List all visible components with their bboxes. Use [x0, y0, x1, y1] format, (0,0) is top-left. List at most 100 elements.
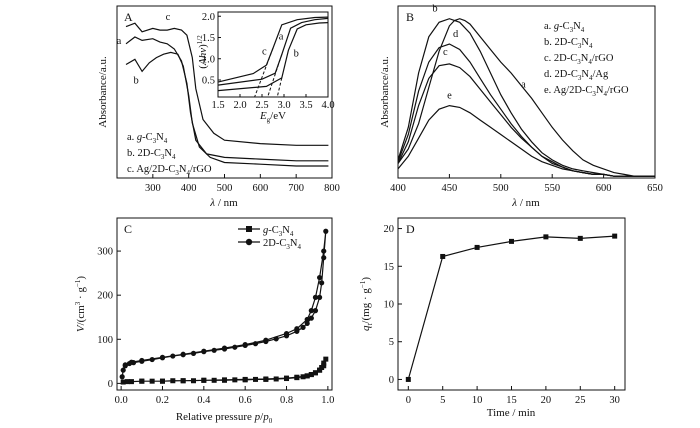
panel-d-y-tick-label: 20: [384, 224, 395, 235]
panel-c-circle-marker: [242, 341, 248, 348]
panel-d-y-tick-label: 0: [389, 375, 394, 386]
panel-d-y-tick-label: 15: [384, 262, 395, 273]
panel-b-xlabel: λ / nm: [511, 197, 540, 209]
legend-a-item-c: c. Ag/2D-C3N4/rGO: [127, 164, 212, 177]
panel-c-circle-marker: [312, 294, 319, 300]
panel-c-x-tick-label: 1.0: [321, 395, 334, 406]
panel-b-curve-label-e: e: [447, 90, 452, 101]
panel-d-xlabel: Time / min: [487, 407, 536, 419]
legend-b-item-c: c. 2D-C3N4/rGO: [544, 53, 614, 66]
inset-xlabel: Eg/eV: [259, 110, 286, 124]
panel-d-square-marker: [509, 238, 514, 244]
panel-c-square-marker: [273, 376, 279, 382]
panel-c-square-marker: [300, 374, 306, 380]
panel-c-circle-marker: [252, 341, 259, 347]
panel-c-circle-marker: [321, 255, 327, 261]
panel-c-x-tick-label: 0.6: [239, 395, 252, 406]
panel-a-x-tick-label: 600: [252, 183, 268, 194]
panel-d-square-marker: [543, 234, 549, 240]
panel-c-x-tick-label: 0.2: [156, 395, 169, 406]
panel-c: C 0.0 0.2 0.4 0.6 0.8 1.0 0 100 200 300 Relative …: [74, 217, 334, 425]
legend-c-item-1: g-C3N4: [263, 225, 294, 238]
panel-c-circle-marker: [308, 308, 314, 314]
panel-c-square-marker: [180, 378, 186, 384]
inset-x-tick-label: 2.0: [233, 100, 246, 111]
panel-c-ylabel: V/(cm3 · g−1): [74, 276, 87, 333]
legend-b-item-b: b. 2D-C3N4: [544, 37, 593, 50]
panel-c-square-marker: [321, 363, 327, 369]
panel-c-circle-marker: [190, 350, 197, 356]
panel-a-x-tick-label: 400: [181, 183, 197, 194]
panel-b-curve-label-d: d: [453, 29, 459, 40]
panel-c-circle-marker: [263, 337, 269, 343]
panel-c-circle-marker: [283, 330, 290, 337]
panel-c-square-marker: [120, 379, 126, 385]
legend-c-square-marker: [246, 226, 252, 232]
panel-d-x-tick-label: 15: [506, 395, 517, 406]
panel-c-square-marker: [304, 373, 310, 379]
panel-c-circle-marker: [300, 324, 306, 330]
panel-b-series-a: [397, 18, 655, 177]
inset-frame: [217, 11, 329, 98]
panel-c-circle-marker: [180, 351, 186, 357]
panel-c-square-marker: [317, 367, 323, 373]
panel-c-square-marker: [321, 360, 327, 366]
inset-x-tick-label: 1.5: [211, 100, 224, 111]
panel-a-curve-label-c: c: [166, 12, 171, 23]
panel-b-curve-label-b: b: [432, 3, 437, 14]
panel-c-circle-marker: [211, 347, 217, 353]
panel-c-y-tick-label: 200: [97, 291, 113, 302]
inset-tangent-a: [267, 54, 283, 98]
panel-c-circle-marker: [149, 356, 155, 363]
panel-b-series-e: [397, 104, 655, 177]
panel-c-square-marker: [312, 370, 318, 376]
panel-c-y-tick-label: 300: [97, 247, 113, 258]
inset-x-tick-label: 3.0: [277, 100, 290, 111]
panel-d-y-tick-label: 5: [389, 337, 394, 348]
legend-b-item-e: e. Ag/2D-C3N4/rGO: [544, 85, 629, 98]
inset-tangent-b: [276, 77, 283, 98]
panel-d-x-tick-label: 30: [609, 395, 620, 406]
panel-c-circle-marker: [304, 320, 310, 327]
panel-c-square-marker: [308, 372, 314, 378]
panel-c-circle-marker: [316, 274, 323, 281]
panel-c-square-marker: [211, 377, 217, 383]
panel-d-x-tick-label: 0: [406, 395, 411, 406]
panel-d-y-tick-label: 10: [384, 300, 395, 311]
panel-c-circle-marker: [119, 374, 125, 380]
panel-a-inset: 1.5 2.0 2.5 3.0 3.5 4.0 0.5 1.0 1.5 2.0 ab c Eg/eV…: [196, 11, 335, 124]
panel-d-square-marker: [474, 244, 480, 250]
panel-c-square-marker: [128, 379, 134, 385]
panel-a-x-tick-label: 700: [288, 183, 304, 194]
panel-d-x-tick-label: 10: [472, 395, 483, 406]
panel-b-series-c: [397, 63, 655, 177]
panel-c-circle-marker: [170, 353, 176, 359]
panel-c-circle-marker: [273, 336, 279, 342]
panel-b: B 400 450 500 550 600 650 λ / nm Absorbance/a…: [379, 3, 663, 209]
inset-series-c: [217, 16, 329, 83]
panel-d-x-tick-label: 5: [440, 395, 445, 406]
panel-d-x-tick-label: 25: [575, 395, 586, 406]
panel-a-series-c: [125, 22, 329, 146]
panel-d-square-marker: [612, 233, 618, 239]
panel-a-legend: a. g-C3N4 b. 2D-C3N4 c. Ag/2D-C3N4/rGO: [127, 132, 212, 177]
panel-c-circle-marker: [122, 362, 128, 368]
panel-c-circle-marker: [312, 308, 319, 314]
panel-a-xlabel: λ / nm: [209, 197, 238, 209]
legend-c-circle-marker: [245, 238, 253, 246]
inset-x-tick-label: 3.5: [299, 100, 312, 111]
inset-series-b: [217, 22, 329, 92]
panel-b-curve-label-c: c: [443, 47, 448, 58]
legend-a-item-a: a. g-C3N4: [127, 132, 168, 145]
panel-c-square-marker: [242, 376, 248, 382]
panel-d-square-marker: [440, 253, 446, 259]
panel-c-circle-marker: [316, 294, 323, 300]
legend-c-item-2: 2D-C3N4: [263, 238, 301, 251]
inset-tangent-c: [254, 47, 274, 98]
legend-b-item-a: a. g-C3N4: [544, 21, 585, 34]
panel-c-circle-marker: [304, 316, 310, 323]
panel-c-circle-marker: [120, 367, 126, 373]
panel-c-square-marker: [263, 376, 269, 382]
panel-d: D 0 5 10 15 20 25 30 0 5 10 15 20 Time / min qt/(mg…: [359, 217, 626, 419]
